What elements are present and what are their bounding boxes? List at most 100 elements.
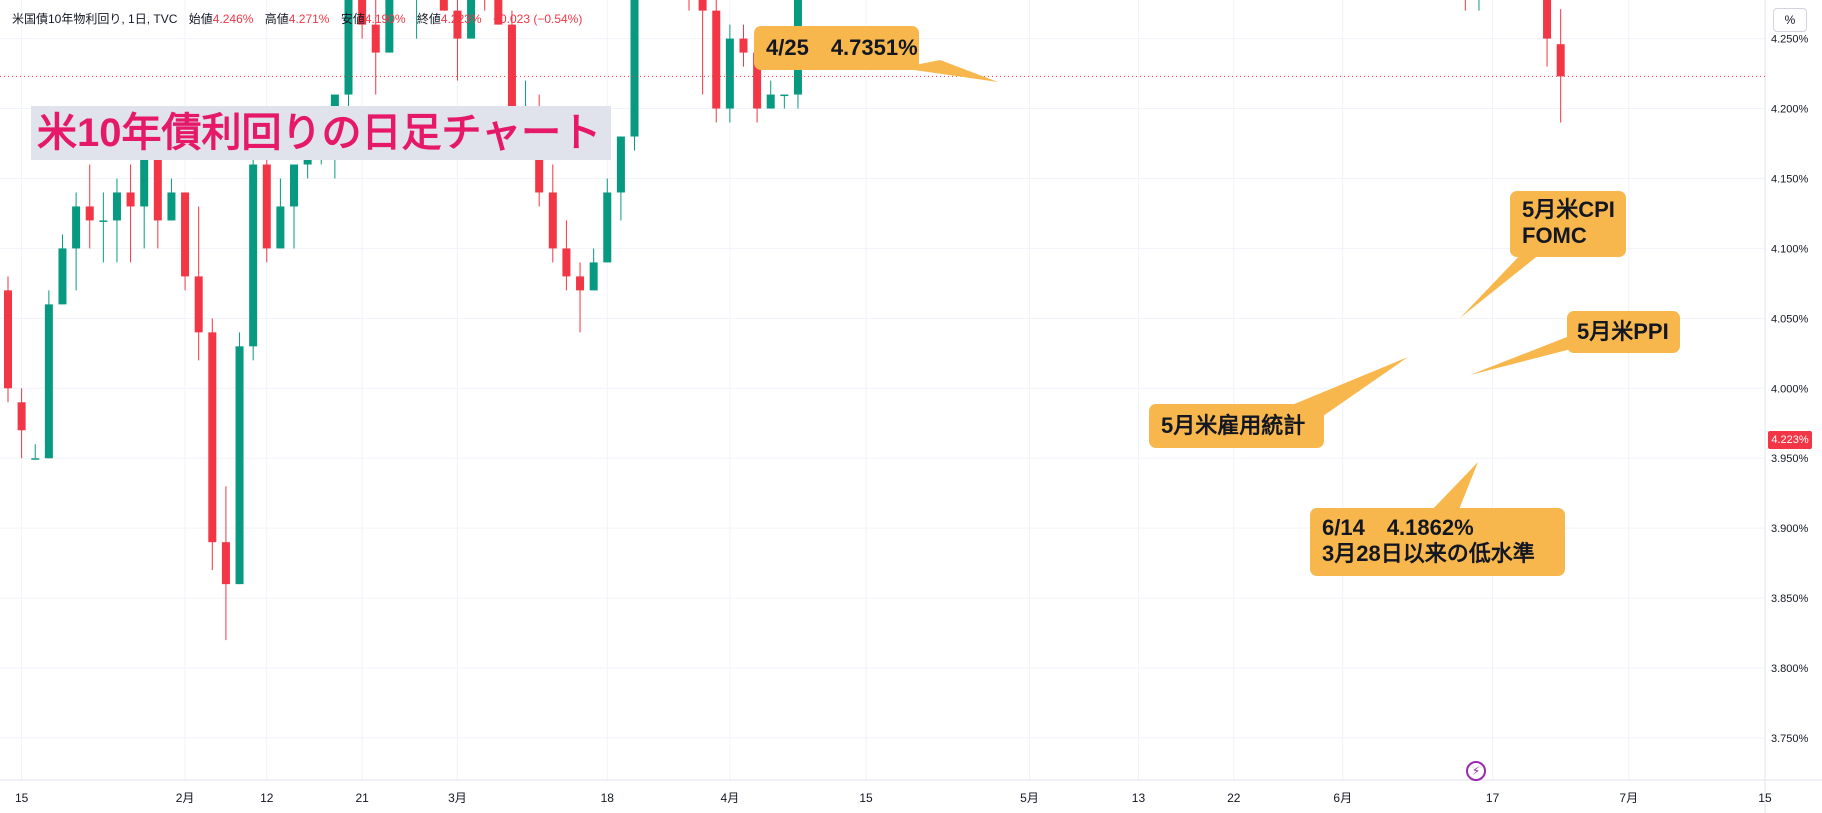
candle-down [576,262,585,333]
pointer-high [900,60,998,82]
candle-up [1478,0,1480,11]
x-tick-label: 15 [15,791,29,805]
x-tick-label: 13 [1132,791,1146,805]
candle-body [72,206,81,249]
candle-down [494,0,503,25]
x-tick-label: 4月 [721,791,740,805]
candle-body [112,192,121,221]
x-tick-label: 5月 [1020,791,1039,805]
callout-cpi-line2: FOMC [1522,223,1587,248]
candle-up [276,178,285,249]
x-tick-label: 3月 [448,791,467,805]
x-tick-label: 21 [355,791,369,805]
candle-body [616,136,625,193]
y-tick-label: 4.250% [1771,34,1809,46]
candle-down [181,192,190,291]
candle-down [548,164,557,263]
candle-down [4,276,12,403]
x-tick-label: 2月 [176,791,195,805]
candle-down [262,150,271,263]
y-tick-label: 4.050% [1771,313,1809,325]
candle-down [688,0,690,11]
candle-body [194,276,203,333]
candle-body [548,192,557,249]
x-tick-label: 15 [859,791,873,805]
candle-up [112,178,121,263]
candle-body [698,0,707,11]
low-value: 4.190% [364,12,406,26]
candle-body [753,52,762,109]
candle-body [439,0,448,11]
y-tick-label: 3.850% [1771,593,1809,605]
x-tick-label: 6月 [1333,791,1352,805]
candle-body [290,164,299,207]
candle-body [725,38,734,109]
pointer-cpi [1460,250,1540,318]
callout-low: 6/14 4.1862% 3月28日以来の低水準 [1310,508,1565,576]
candle-down [85,164,94,249]
candle-body [371,24,380,53]
candle-up [167,178,176,221]
pointer-low [1430,462,1478,512]
candle-body [99,220,108,222]
candle-up [725,24,734,123]
symbol-title: 米国債10年物利回り, 1日, TVC [12,12,178,26]
callout-jobs: 5月米雇用統計 [1149,404,1324,448]
candle-down [484,0,486,11]
candle-down [358,0,367,39]
callout-ppi-text: 5月米PPI [1577,319,1669,344]
candle-body [385,0,394,53]
candle-body [358,0,367,25]
candle-body [589,262,598,291]
candle-body [603,192,612,263]
candle-down [439,0,448,11]
candle-down [1543,0,1552,67]
y-tick-label: 3.950% [1771,453,1809,465]
candle-body [494,0,503,25]
candle-down [453,0,462,81]
x-tick-label: 12 [260,791,274,805]
candle-body [85,206,94,221]
candle-body [17,402,26,431]
candle-up [467,0,476,39]
candle-up [766,80,775,109]
candle-up [589,248,598,291]
candle-up [72,192,81,291]
callout-cpi-fomc: 5月米CPI FOMC [1510,191,1626,257]
y-tick-label: 4.200% [1771,104,1809,116]
callout-high: 4/25 4.7351% [754,26,919,70]
candle-down [739,24,748,67]
candle-body [235,346,244,585]
candle-down [126,164,135,263]
candle-body [181,192,190,277]
candle-up [99,192,108,263]
x-tick-label: 22 [1227,791,1241,805]
candle-down [698,0,707,95]
callout-cpi-line1: 5月米CPI [1522,197,1615,222]
candle-body [221,542,230,585]
candle-body [276,206,285,249]
candle-body [44,304,53,459]
candle-body [249,164,258,347]
y-tick-label: 4.000% [1771,383,1809,395]
callout-jobs-text: 5月米雇用統計 [1161,413,1306,438]
callout-low-line1: 6/14 4.1862% [1322,515,1474,540]
candle-body [562,248,571,277]
candle-body [140,150,149,207]
candle-body [739,38,748,53]
candle-body [153,150,162,221]
y-tick-label: 3.800% [1771,663,1809,675]
percent-scale-button[interactable]: % [1773,8,1807,32]
candle-series [4,0,1565,641]
candle-down [712,0,721,123]
callout-low-line2: 3月28日以来の低水準 [1322,541,1535,566]
candle-body [766,94,775,109]
candle-down [194,206,203,361]
candle-up [630,0,639,151]
candle-body [58,248,67,305]
callout-ppi: 5月米PPI [1567,311,1680,353]
candle-up [249,150,258,361]
candle-up [416,0,418,39]
lightning-icon[interactable]: ⚡ [1466,761,1486,781]
candle-body [4,290,12,389]
